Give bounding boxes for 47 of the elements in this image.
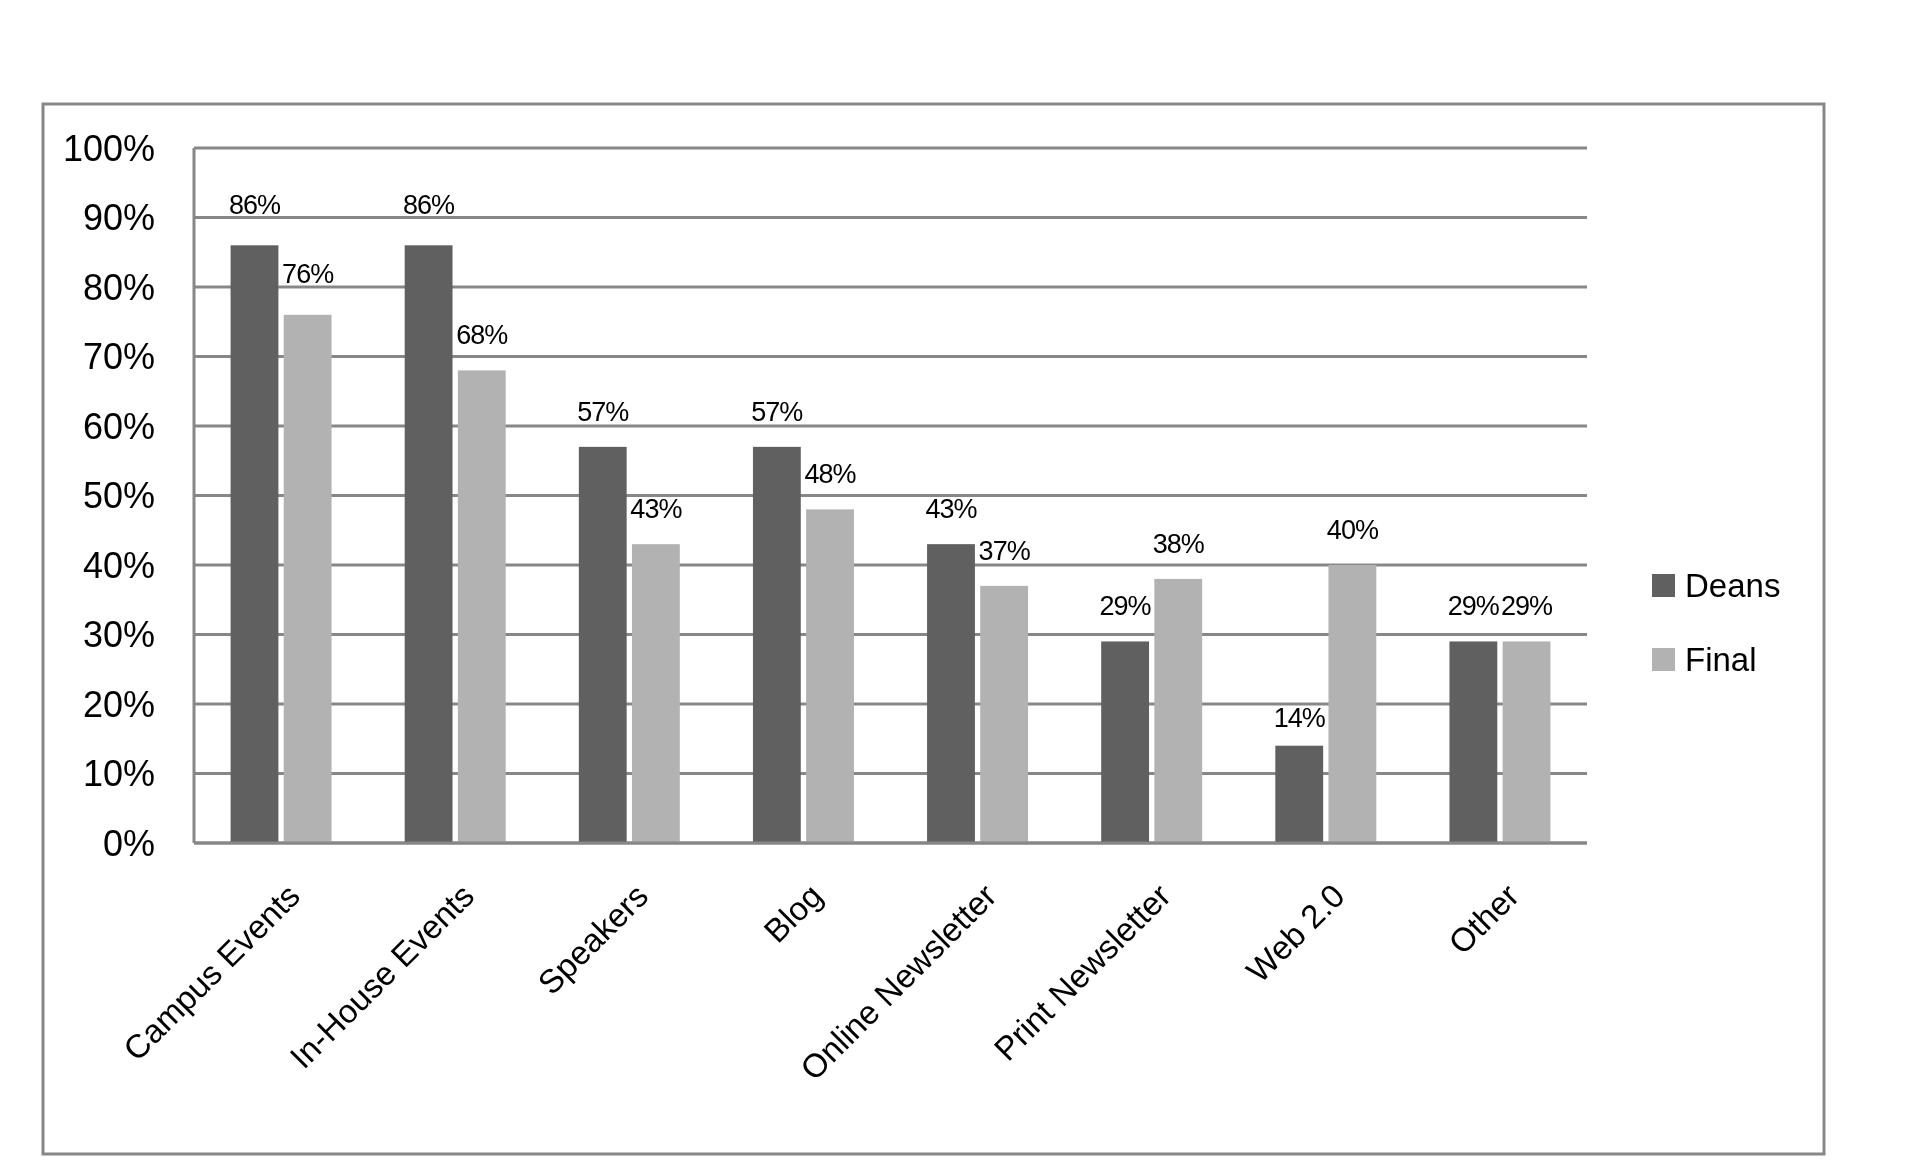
bar — [1154, 578, 1203, 843]
bar — [283, 314, 332, 843]
bar — [404, 245, 453, 843]
bar — [631, 544, 680, 843]
data-label: 29% — [1447, 591, 1500, 622]
data-label: 29% — [1099, 591, 1152, 622]
data-label: 29% — [1500, 591, 1554, 622]
data-label: 76% — [282, 259, 335, 289]
x-tick-label: Web 2.0 — [1239, 876, 1352, 990]
bar — [230, 245, 279, 843]
data-label: 57% — [751, 396, 804, 427]
data-label: 40% — [1326, 515, 1379, 545]
x-tick-label: Blog — [756, 876, 830, 950]
y-tick-label: 100% — [62, 127, 155, 169]
bar — [1502, 641, 1551, 843]
bar — [752, 446, 801, 843]
bar — [980, 585, 1029, 843]
data-label: 57% — [577, 396, 630, 427]
data-label: 48% — [804, 459, 857, 490]
bar — [1328, 565, 1377, 843]
y-tick-label: 30% — [82, 614, 155, 655]
y-tick-label: 40% — [82, 544, 155, 586]
bar — [1275, 745, 1324, 843]
y-tick-label: 80% — [82, 266, 155, 308]
legend-label: Final — [1685, 641, 1757, 678]
bar — [578, 446, 627, 843]
bar — [806, 509, 854, 843]
y-tick-label: 0% — [102, 822, 155, 864]
y-tick-label: 10% — [82, 753, 155, 794]
y-tick-label: 60% — [82, 405, 155, 447]
bar — [927, 544, 975, 843]
data-label: 38% — [1152, 528, 1205, 559]
bar — [457, 370, 506, 843]
data-label: 86% — [403, 189, 456, 220]
data-label: 43% — [925, 494, 978, 525]
data-label: 43% — [630, 494, 683, 525]
bar — [1101, 641, 1150, 843]
y-tick-label: 50% — [82, 475, 155, 516]
y-tick-label: 90% — [82, 197, 155, 238]
y-tick-label: 70% — [82, 336, 155, 377]
y-tick-label: 20% — [82, 683, 155, 725]
data-label: 37% — [978, 535, 1031, 566]
data-label: 14% — [1273, 703, 1326, 734]
data-label: 68% — [456, 320, 509, 351]
legend-label: Deans — [1685, 567, 1781, 604]
bar — [1449, 641, 1498, 843]
data-label: 86% — [228, 189, 281, 220]
